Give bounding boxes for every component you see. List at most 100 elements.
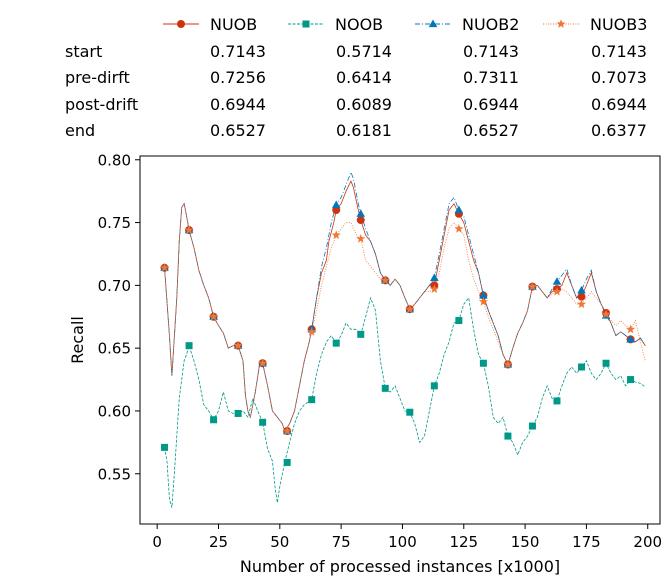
- data-point-noob: [528, 422, 536, 430]
- data-point-nuob3: [331, 230, 341, 240]
- data-point-noob: [406, 408, 414, 416]
- data-point-noob: [234, 409, 242, 417]
- data-point-noob: [161, 443, 169, 451]
- data-point-nuob3: [307, 327, 317, 336]
- data-point-noob: [455, 317, 463, 325]
- y-tick-label: 0.55: [98, 465, 131, 483]
- data-point-noob: [381, 384, 389, 392]
- data-point-nuob3: [552, 286, 562, 296]
- data-point-nuob2: [552, 277, 562, 285]
- data-point-nuob3: [576, 299, 587, 309]
- legend-entry-nuob: NUOB: [163, 15, 257, 34]
- data-point-nuob2: [479, 290, 488, 299]
- series-line-noob: [164, 296, 646, 508]
- data-point-nuob2: [577, 285, 586, 294]
- y-axis-label: Recall: [68, 316, 87, 364]
- data-point-noob: [210, 416, 218, 424]
- table-cell-nuob3: 0.7073: [591, 68, 647, 87]
- data-point-nuob3: [380, 275, 390, 285]
- table-cell-noob: 0.5714: [336, 42, 392, 61]
- legend-entry-noob: NOOB: [288, 15, 383, 34]
- table-cell-nuob3: 0.6944: [591, 95, 647, 114]
- x-tick-label: 150: [511, 533, 540, 551]
- data-point-nuob: [356, 216, 365, 225]
- legend-label: NOOB: [335, 15, 383, 34]
- legend-entry-nuob3: NUOB3: [543, 15, 647, 34]
- x-tick-label: 125: [449, 533, 478, 551]
- y-tick-label: 0.70: [98, 277, 131, 295]
- x-tick-label: 25: [209, 533, 228, 551]
- legend-marker: [428, 19, 438, 28]
- legend-marker: [302, 20, 310, 28]
- data-point-noob: [602, 359, 610, 367]
- legend-entry-nuob2: NUOB2: [415, 15, 519, 34]
- summary-table: start pre-dirft post-drift end 0.7143 0.7256 0…: [65, 42, 647, 140]
- table-cell-nuob: 0.7256: [210, 68, 266, 87]
- table-cell-nuob3: 0.6377: [591, 121, 647, 140]
- table-cell-nuob2: 0.6527: [463, 121, 519, 140]
- data-point-noob: [627, 376, 635, 384]
- data-point-nuob2: [454, 205, 464, 214]
- plot-series: [159, 171, 646, 508]
- data-point-nuob3: [258, 358, 268, 368]
- data-point-nuob3: [626, 324, 636, 334]
- data-point-nuob2: [331, 200, 341, 209]
- data-point-nuob3: [405, 304, 415, 314]
- data-point-nuob: [577, 292, 586, 301]
- data-point-noob: [283, 458, 291, 466]
- table-row-label: pre-dirft: [65, 68, 130, 87]
- table-row-label: end: [65, 121, 95, 140]
- data-point-nuob3: [478, 296, 488, 306]
- series-markers-nuob3: [159, 224, 636, 435]
- data-point-noob: [504, 432, 512, 440]
- legend: NUOB NOOB NUOB2 NUOB3: [163, 15, 647, 34]
- data-point-noob: [357, 330, 365, 338]
- table-cell-nuob: 0.7143: [210, 42, 266, 61]
- legend-label: NUOB3: [590, 15, 647, 34]
- data-point-noob: [308, 396, 316, 404]
- x-tick-label: 175: [572, 533, 601, 551]
- data-point-noob: [430, 382, 438, 390]
- series-noob: [164, 296, 646, 508]
- y-tick-label: 0.60: [98, 402, 131, 420]
- x-tick-label: 0: [152, 533, 162, 551]
- data-point-nuob2: [356, 209, 366, 217]
- y-tick-label: 0.75: [98, 214, 131, 232]
- legend-marker: [177, 20, 185, 28]
- table-cell-nuob2: 0.7311: [463, 68, 519, 87]
- data-point-noob: [185, 342, 193, 350]
- table-cell-nuob2: 0.6944: [463, 95, 519, 114]
- table-cell-noob: 0.6089: [336, 95, 392, 114]
- x-tick-label: 50: [270, 533, 289, 551]
- table-cell-nuob2: 0.7143: [463, 42, 519, 61]
- table-cell-nuob: 0.6944: [210, 95, 266, 114]
- table-row-label: start: [65, 42, 102, 61]
- data-point-nuob2: [626, 334, 635, 343]
- y-tick-label: 0.80: [98, 151, 131, 169]
- data-point-nuob3: [429, 284, 439, 294]
- data-point-noob: [479, 359, 487, 367]
- data-point-nuob3: [527, 281, 538, 291]
- plot-frame: [139, 155, 661, 525]
- x-axis-label: Number of processed instances [x1000]: [240, 557, 560, 576]
- data-point-nuob3: [209, 311, 219, 321]
- data-point-nuob3: [356, 234, 366, 243]
- table-cell-noob: 0.6181: [336, 121, 392, 140]
- data-point-noob: [332, 339, 340, 347]
- data-point-nuob3: [159, 262, 170, 272]
- table-cell-nuob: 0.6527: [210, 121, 266, 140]
- data-point-nuob3: [282, 426, 292, 435]
- x-tick-label: 75: [332, 533, 351, 551]
- table-cell-nuob3: 0.7143: [591, 42, 647, 61]
- table-cell-noob: 0.6414: [336, 68, 392, 87]
- table-row-label: post-drift: [65, 95, 138, 114]
- data-point-nuob3: [503, 359, 513, 369]
- legend-marker: [556, 19, 566, 28]
- data-point-noob: [578, 363, 586, 371]
- legend-label: NUOB: [210, 15, 257, 34]
- data-point-noob: [259, 418, 267, 426]
- data-point-noob: [553, 397, 561, 405]
- x-tick-label: 100: [388, 533, 417, 551]
- y-tick-label: 0.65: [98, 340, 131, 358]
